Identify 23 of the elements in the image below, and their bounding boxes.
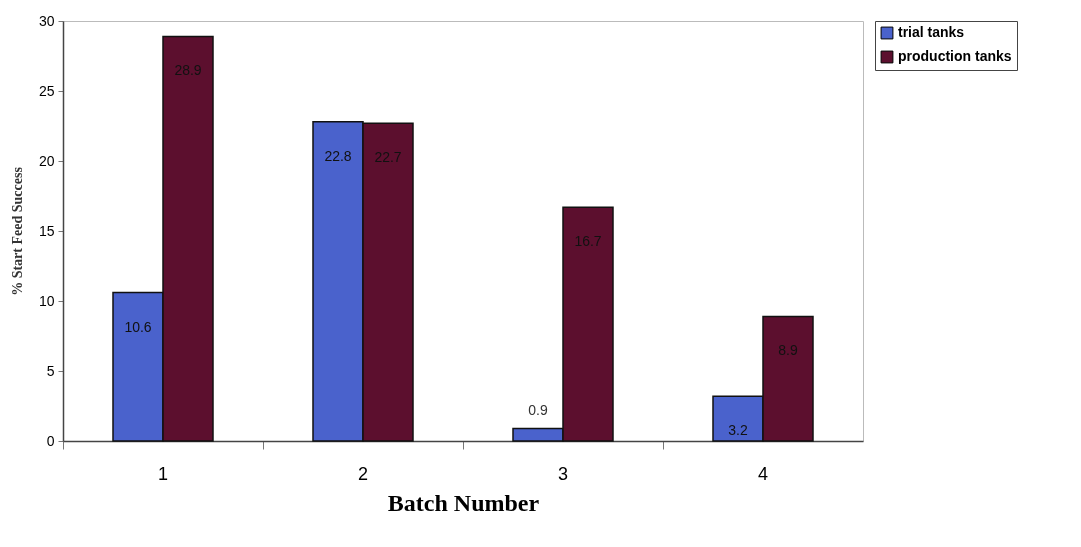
legend-label: trial tanks: [898, 24, 965, 40]
data-label: 8.9: [778, 342, 798, 359]
legend-label: production tanks: [898, 48, 1012, 64]
data-label: 10.6: [124, 318, 152, 335]
y-tick-label: 20: [38, 152, 55, 169]
y-tick-label: 0: [46, 432, 55, 449]
x-tick-label: 3: [557, 463, 569, 484]
data-label: 28.9: [174, 62, 202, 79]
data-label: 16.7: [574, 233, 602, 250]
y-tick-label: 15: [38, 222, 55, 239]
data-label: 22.8: [324, 147, 352, 164]
y-tick-label: 5: [46, 362, 55, 379]
data-label: 22.7: [374, 149, 402, 166]
x-tick-label: 2: [357, 463, 369, 484]
y-tick-label: 10: [38, 292, 55, 309]
y-tick-label: 30: [38, 12, 55, 29]
data-label: 3.2: [728, 422, 748, 439]
y-tick-label: 25: [38, 82, 55, 99]
x-tick-label: 1: [157, 463, 169, 484]
y-axis-title: % Start Feed Success: [9, 166, 25, 296]
data-label: 0.9: [528, 402, 548, 419]
x-tick-label: 4: [757, 463, 769, 484]
x-axis-title: Batch Number: [387, 489, 540, 516]
